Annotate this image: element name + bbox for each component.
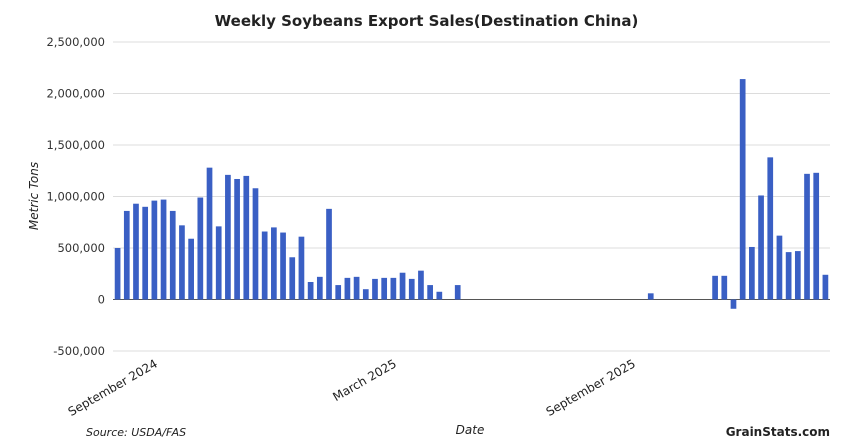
bar xyxy=(785,252,792,300)
y-tick-label: -500,000 xyxy=(53,344,105,358)
bar xyxy=(739,79,746,300)
source-note: Source: USDA/FAS xyxy=(86,426,187,439)
y-tick-label: 1,000,000 xyxy=(46,190,105,204)
bar xyxy=(408,278,415,300)
bar xyxy=(326,208,332,300)
bar-series xyxy=(114,79,829,309)
bar xyxy=(454,285,461,300)
bar xyxy=(169,210,176,300)
y-tick-label: 500,000 xyxy=(57,241,105,255)
y-tick-label: 1,500,000 xyxy=(46,138,105,152)
bar xyxy=(142,206,149,300)
bar xyxy=(776,235,783,300)
y-axis-ticks: -500,000 0 500,000 1,000,000 1,500,000 2,000,… xyxy=(46,35,105,358)
bar xyxy=(298,236,305,300)
bar xyxy=(767,157,774,300)
bar xyxy=(344,277,351,300)
bar xyxy=(353,276,360,300)
bar xyxy=(427,285,433,300)
bar xyxy=(335,285,342,300)
y-tick-label: 0 xyxy=(98,293,105,307)
bar xyxy=(188,238,194,300)
x-tick-label: September 2024 xyxy=(66,356,160,418)
bar xyxy=(647,293,654,300)
x-tick-label: March 2025 xyxy=(330,356,398,404)
bar xyxy=(252,188,259,300)
bar xyxy=(225,174,231,300)
y-tick-label: 2,500,000 xyxy=(46,35,105,49)
bar xyxy=(804,173,810,300)
x-axis-ticks: September 2024 March 2025 September 2025 xyxy=(66,356,638,418)
grid-lines xyxy=(113,41,830,352)
bar xyxy=(160,199,167,300)
bar xyxy=(436,291,443,300)
bar xyxy=(721,275,728,300)
bar xyxy=(712,275,718,300)
bar xyxy=(271,227,277,300)
x-tick-label: September 2025 xyxy=(544,356,638,418)
bar xyxy=(822,274,829,300)
bar xyxy=(307,281,314,300)
x-axis-label: Date xyxy=(456,423,485,437)
bar xyxy=(234,178,240,300)
bar xyxy=(179,225,185,300)
bar xyxy=(362,289,369,300)
bar xyxy=(215,226,222,300)
bar xyxy=(418,270,424,300)
bar xyxy=(243,175,250,300)
bar xyxy=(197,197,204,300)
bar xyxy=(114,248,121,300)
chart-title: Weekly Soybeans Export Sales(Destination… xyxy=(214,12,639,30)
bar xyxy=(758,195,764,300)
bar xyxy=(730,299,737,309)
bar xyxy=(381,277,388,300)
bar xyxy=(813,172,820,300)
bar xyxy=(399,272,406,300)
bar xyxy=(749,246,755,300)
brand-label: GrainStats.com xyxy=(725,425,830,439)
bar xyxy=(261,231,268,300)
bar xyxy=(123,210,130,300)
bar xyxy=(372,278,378,300)
y-axis-label: Metric Tons xyxy=(27,162,41,230)
bar xyxy=(794,251,801,300)
bar xyxy=(280,232,286,300)
bar xyxy=(206,167,213,300)
bar xyxy=(151,200,158,300)
bar xyxy=(133,203,139,300)
bar xyxy=(316,276,323,300)
bar xyxy=(289,257,296,300)
bar xyxy=(390,277,397,300)
y-tick-label: 2,000,000 xyxy=(46,87,105,101)
